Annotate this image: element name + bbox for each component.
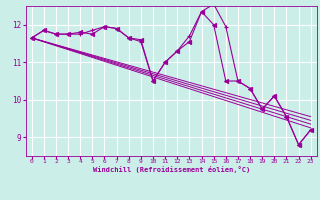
X-axis label: Windchill (Refroidissement éolien,°C): Windchill (Refroidissement éolien,°C) — [92, 166, 250, 173]
